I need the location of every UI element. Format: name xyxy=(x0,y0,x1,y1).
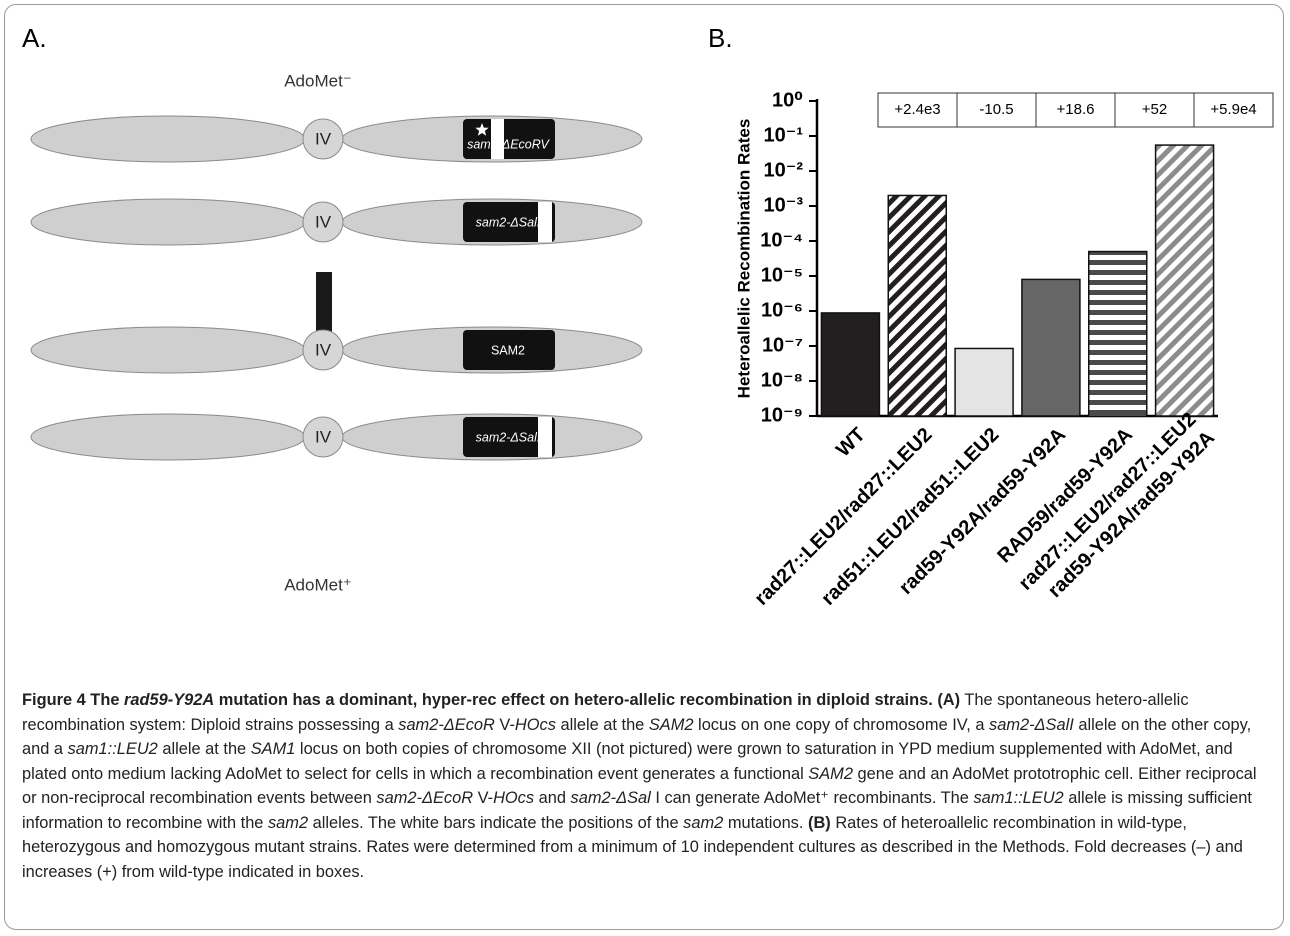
bar xyxy=(1022,279,1080,416)
caption-text: alleles. The white bars indicate the pos… xyxy=(308,814,683,832)
caption-text: mutation has a dominant, hyper-rec effec… xyxy=(214,691,937,709)
chromosome: IV sam2-ΔSalI xyxy=(31,199,642,245)
chromosome-label: IV xyxy=(315,427,332,446)
bar xyxy=(1156,145,1214,416)
caption-text: (A) xyxy=(937,691,960,709)
chromosome: IV sam2-ΔSalI xyxy=(31,414,642,460)
bar xyxy=(1089,252,1147,416)
caption-text: and xyxy=(534,789,570,807)
caption-text: sam2-ΔSal xyxy=(571,789,651,807)
y-tick-label: 10⁻⁶ xyxy=(761,299,803,321)
chromosome: IV sam2-ΔEcoRV xyxy=(31,116,642,162)
caption-text: allele at the xyxy=(158,740,251,758)
caption-text: sam2-ΔSalI xyxy=(989,716,1074,734)
chromosome-arm xyxy=(31,327,305,373)
caption-text: sam2-ΔEcoR xyxy=(376,789,473,807)
caption-text: sam2 xyxy=(683,814,723,832)
allele-label: sam2-ΔEcoRV xyxy=(467,137,550,151)
caption-text: V- xyxy=(495,716,515,734)
fold-label: +52 xyxy=(1142,101,1167,118)
caption-text: I can generate AdoMet⁺ recombinants. The xyxy=(651,789,974,807)
caption-text: allele at the xyxy=(556,716,649,734)
fold-label: +5.9e4 xyxy=(1210,101,1256,118)
allele-label: SAM2 xyxy=(491,343,525,357)
y-tick-label: 10⁻² xyxy=(764,159,804,181)
caption-text: rad59-Y92A xyxy=(124,691,214,709)
fold-label: +2.4e3 xyxy=(894,101,940,118)
x-tick-label: WT xyxy=(832,424,870,462)
chart: Heteroallelic Recombination Rates 10⁰ 10⁻¹… xyxy=(734,89,1273,610)
caption-text: Figure 4 The xyxy=(22,691,124,709)
chromosome-arm xyxy=(31,116,305,162)
y-tick-label: 10⁻⁵ xyxy=(761,264,803,286)
chromosome-arm xyxy=(31,199,305,245)
y-tick-label: 10⁻³ xyxy=(764,194,804,216)
bar xyxy=(955,348,1013,416)
allele-label: sam2-ΔSalI xyxy=(476,430,541,444)
caption-text: locus on one copy of chromosome IV, a xyxy=(694,716,990,734)
panel-label: B. xyxy=(708,23,733,53)
caption-text: sam2 xyxy=(268,814,308,832)
condition-label: AdoMet⁻ xyxy=(284,71,352,90)
page: A. AdoMet⁻ AdoMet⁺ IV sam2-ΔEcoRV IV sam2-Δ… xyxy=(0,0,1290,936)
condition-label: AdoMet⁺ xyxy=(284,575,352,594)
y-tick-label: 10⁻⁴ xyxy=(760,229,803,251)
figure-caption: Figure 4 The rad59-Y92A mutation has a d… xyxy=(22,688,1272,884)
caption-text: (B) xyxy=(808,814,831,832)
caption-text: sam1::LEU2 xyxy=(973,789,1063,807)
caption-text: HOcs xyxy=(515,716,556,734)
fold-label: +18.6 xyxy=(1057,101,1095,118)
bar xyxy=(888,195,946,416)
caption-text: V- xyxy=(473,789,493,807)
bar xyxy=(821,313,879,416)
caption-text: HOcs xyxy=(493,789,534,807)
allele-label: sam2-ΔSalI xyxy=(476,215,541,229)
caption-text: SAM2 xyxy=(808,765,853,783)
chromosome-arm xyxy=(31,414,305,460)
caption-text: mutations. xyxy=(723,814,808,832)
y-tick-label: 10⁻⁷ xyxy=(762,334,803,356)
chromosome-label: IV xyxy=(315,340,332,359)
panel-a: A. AdoMet⁻ AdoMet⁺ IV sam2-ΔEcoRV IV sam2-Δ… xyxy=(22,23,642,595)
caption-text: SAM2 xyxy=(649,716,694,734)
figure: A. AdoMet⁻ AdoMet⁺ IV sam2-ΔEcoRV IV sam2-Δ… xyxy=(0,0,1290,680)
caption-text: SAM1 xyxy=(251,740,296,758)
y-tick-label: 10⁰ xyxy=(772,89,803,111)
chromosome-label: IV xyxy=(315,212,332,231)
fold-label: -10.5 xyxy=(979,101,1013,118)
y-tick-label: 10⁻⁹ xyxy=(761,404,803,426)
caption-text: sam1::LEU2 xyxy=(68,740,158,758)
chromosome-label: IV xyxy=(315,129,332,148)
x-tick-label: rad59-Y92A/rad59-Y92A xyxy=(1044,427,1219,602)
chromosome: IV SAM2 xyxy=(31,327,642,373)
y-tick-label: 10⁻⁸ xyxy=(761,369,803,391)
caption-text: sam2-ΔEcoR xyxy=(398,716,495,734)
y-axis-title: Heteroallelic Recombination Rates xyxy=(734,119,753,399)
panel-label: A. xyxy=(22,23,47,53)
y-tick-label: 10⁻¹ xyxy=(764,124,804,146)
